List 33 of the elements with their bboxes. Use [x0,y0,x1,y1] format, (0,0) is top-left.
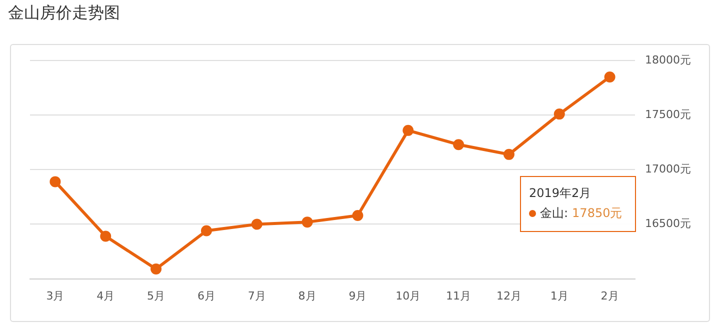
annotation: : [564,206,568,220]
x-tick-label: 8月 [298,289,316,302]
point [453,139,464,150]
point [302,216,313,228]
x-tick-label: 3月 [46,289,64,302]
annotation: 17850元 [572,206,622,220]
x-tick-label: 10月 [396,289,421,302]
point [50,176,61,188]
x-tick-label: 2月 [600,289,619,302]
x-tick-label: 9月 [348,289,367,302]
x-tick-label: 6月 [197,289,216,302]
point [604,71,616,82]
chart-title: 金山房价走势图 [8,3,120,24]
point [150,263,162,274]
y-tick-label: 17500元 [645,108,692,122]
point [352,210,364,222]
legend-label: 金山 [540,206,564,220]
x-tick-label: 4月 [96,289,115,302]
y-tick-label: 18000元 [645,53,692,66]
x-tick-label: 11月 [446,289,472,302]
point [100,230,112,242]
y-tick-label: 17000元 [645,162,692,176]
x-tick-label: 1月 [550,289,568,302]
x-tick-label: 5月 [147,289,166,302]
x-tick-label: 12月 [496,289,522,302]
point [402,124,414,136]
point [200,225,212,236]
point [554,108,565,120]
x-tick-label: 7月 [248,289,266,302]
point [251,218,262,230]
y-tick-label: 16500元 [645,217,692,230]
point [503,148,514,160]
annotation: 2019年2月 [529,185,592,202]
